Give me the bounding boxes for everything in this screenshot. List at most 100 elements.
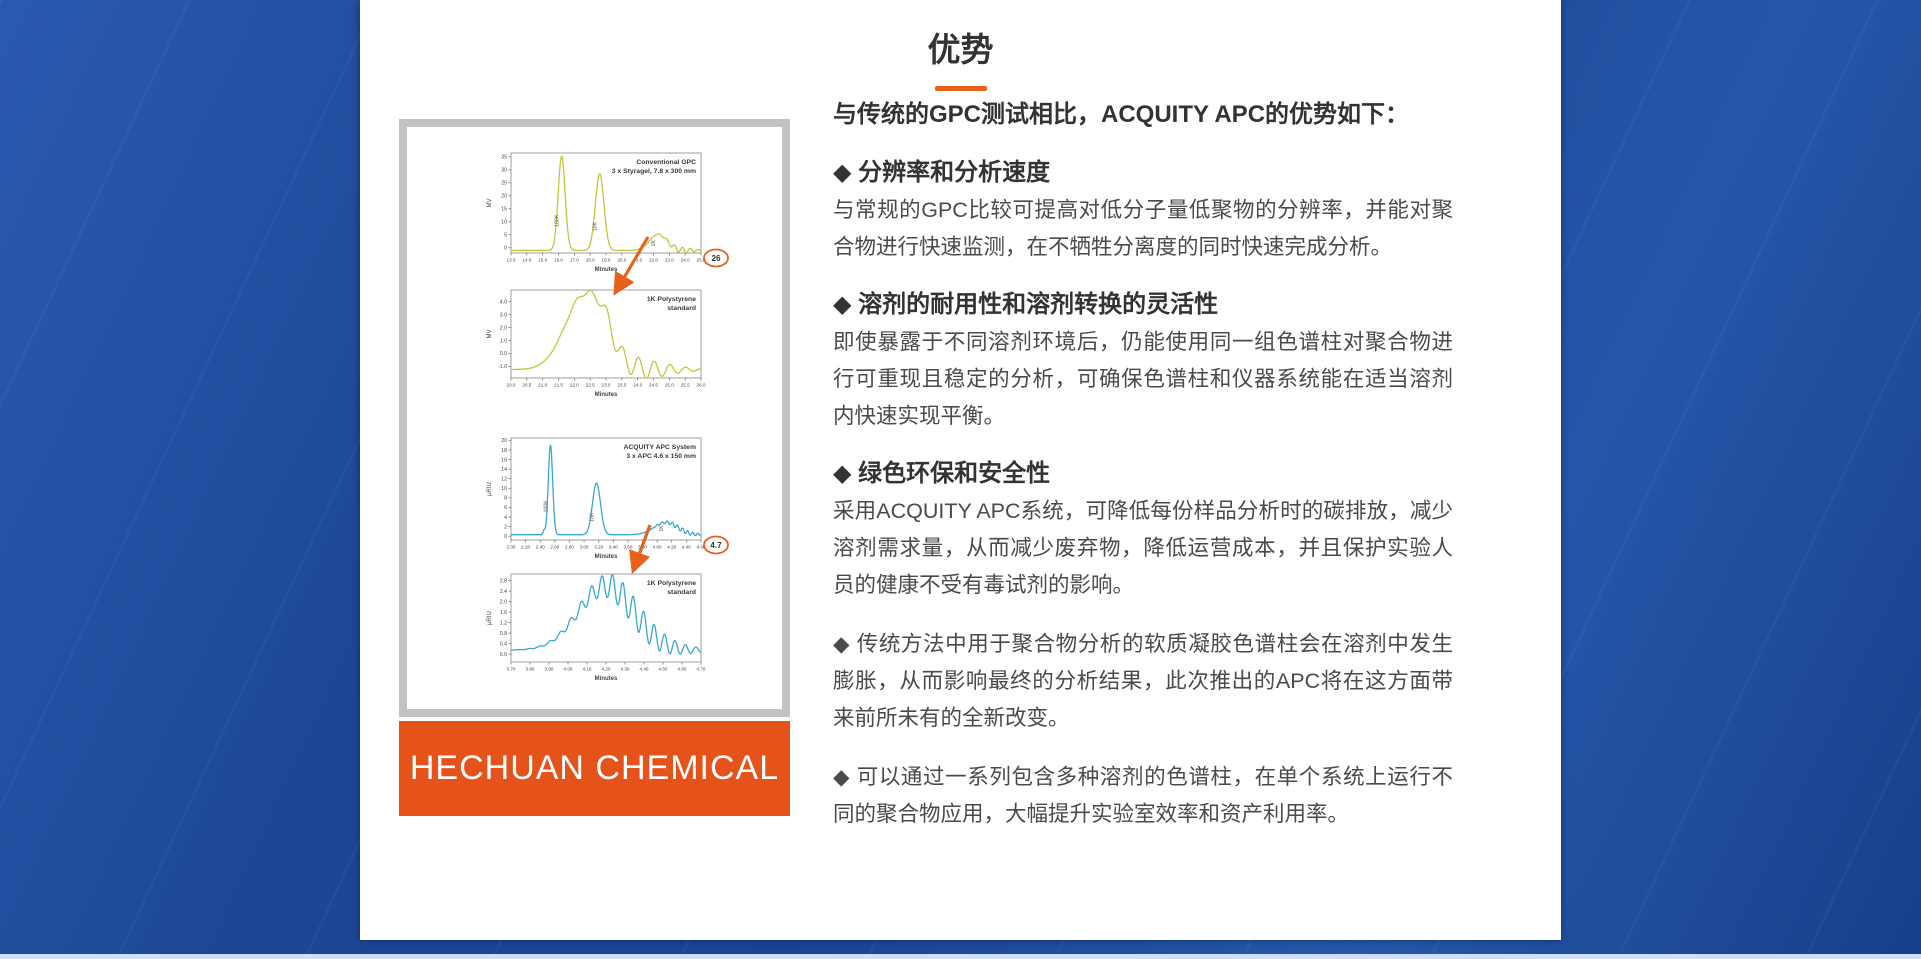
svg-text:2.80: 2.80 (565, 545, 574, 550)
svg-text:25.5: 25.5 (681, 383, 690, 388)
svg-text:1K: 1K (659, 525, 665, 532)
svg-text:100K: 100K (555, 214, 561, 227)
svg-text:3.80: 3.80 (638, 545, 647, 550)
svg-text:4.00: 4.00 (564, 667, 573, 672)
svg-text:18.0: 18.0 (586, 258, 595, 263)
section-paragraph: ◆ 传统方法中用于聚合物分析的软质凝胶色谱柱会在溶剂中发生膨胀，从而影响最终的分… (833, 632, 1453, 730)
svg-text:4.70: 4.70 (697, 667, 706, 672)
svg-text:4.10: 4.10 (583, 667, 592, 672)
svg-text:4.7: 4.7 (710, 541, 722, 550)
content-card: 优势 0 5 10 15 20 25 30 35 13.0 14.0 15.0 16.0 17.0 18.… (360, 0, 1561, 940)
svg-text:μRIU: μRIU (487, 611, 493, 625)
svg-text:3.80: 3.80 (526, 667, 535, 672)
svg-text:0.0: 0.0 (500, 652, 507, 658)
bottom-strip (0, 954, 1921, 959)
svg-text:10: 10 (501, 220, 507, 226)
svg-text:24.0: 24.0 (681, 258, 690, 263)
svg-text:Conventional GPC: Conventional GPC (636, 159, 696, 166)
svg-text:ACQUITY APC System: ACQUITY APC System (623, 444, 696, 451)
svg-text:30: 30 (501, 168, 507, 174)
svg-text:1K Polystyrene: 1K Polystyrene (647, 296, 696, 303)
section-heading: ◆ 溶剂的耐用性和溶剂转换的灵活性 (833, 291, 1219, 318)
chromatogram-figure: 0 5 10 15 20 25 30 35 13.0 14.0 15.0 16.0 17.0 18.0 19… (399, 119, 790, 717)
svg-text:MV: MV (487, 199, 493, 208)
svg-text:5: 5 (504, 233, 507, 239)
brand-banner: HECHUAN CHEMICAL (399, 721, 790, 816)
svg-text:21.0: 21.0 (538, 383, 547, 388)
svg-text:4.20: 4.20 (667, 545, 676, 550)
svg-text:2.40: 2.40 (536, 545, 545, 550)
svg-text:3.20: 3.20 (594, 545, 603, 550)
svg-text:2: 2 (504, 524, 507, 530)
svg-text:35: 35 (501, 155, 507, 161)
svg-text:μRIU: μRIU (487, 482, 493, 496)
svg-text:4.40: 4.40 (640, 667, 649, 672)
section-heading: ◆ 分辨率和分析速度 (833, 159, 1051, 186)
svg-text:0: 0 (504, 534, 507, 540)
svg-text:3 x APC 4.6 x 150 mm: 3 x APC 4.6 x 150 mm (626, 453, 696, 460)
svg-text:19.0: 19.0 (602, 258, 611, 263)
svg-text:23.0: 23.0 (602, 383, 611, 388)
svg-text:4.40: 4.40 (682, 545, 691, 550)
brand-banner-label: HECHUAN CHEMICAL (409, 749, 780, 787)
svg-text:24.0: 24.0 (633, 383, 642, 388)
svg-text:4.20: 4.20 (602, 667, 611, 672)
svg-text:16.0: 16.0 (554, 258, 563, 263)
svg-text:10K: 10K (593, 221, 599, 231)
svg-text:4.60: 4.60 (697, 545, 706, 550)
svg-text:3.40: 3.40 (609, 545, 618, 550)
svg-text:Minutes: Minutes (595, 392, 618, 398)
svg-text:21.0: 21.0 (633, 258, 642, 263)
svg-text:20: 20 (501, 438, 507, 444)
svg-text:25: 25 (501, 181, 507, 187)
svg-text:24.5: 24.5 (649, 383, 658, 388)
svg-text:13.0: 13.0 (507, 258, 516, 263)
svg-text:4: 4 (504, 515, 507, 521)
figure-block: 0 5 10 15 20 25 30 35 13.0 14.0 15.0 16.0 17.0 18.0 19… (399, 119, 790, 816)
svg-text:1.2: 1.2 (500, 620, 507, 626)
sections-container: ◆ 分辨率和分析速度与常规的GPC比较可提高对低分子量低聚物的分辨率，并能对聚合… (833, 154, 1453, 833)
svg-text:2.0: 2.0 (500, 599, 507, 605)
svg-text:22.0: 22.0 (649, 258, 658, 263)
svg-text:20.0: 20.0 (507, 383, 516, 388)
section-paragraph: 与常规的GPC比较可提高对低分子量低聚物的分辨率，并能对聚合物进行快速监测，在不… (833, 198, 1453, 259)
svg-text:4.0: 4.0 (500, 299, 507, 305)
run-time-callout-circle (703, 248, 729, 268)
chart-acquity-apc: 0 2 4 6 8 10 12 14 16 18 20 2.00 2.20 2.40 2.60 2.80 3.0… (487, 437, 729, 560)
svg-text:10: 10 (501, 486, 507, 492)
svg-text:0.8: 0.8 (500, 631, 507, 637)
svg-text:100K: 100K (543, 500, 549, 513)
svg-text:3.70: 3.70 (507, 667, 516, 672)
svg-text:3 x Styragel, 7.8 x 300 mm: 3 x Styragel, 7.8 x 300 mm (612, 168, 696, 175)
svg-text:1.6: 1.6 (500, 610, 507, 616)
svg-text:22.5: 22.5 (586, 383, 595, 388)
svg-text:21.5: 21.5 (554, 383, 563, 388)
svg-text:15: 15 (501, 207, 507, 213)
svg-text:0: 0 (504, 246, 507, 252)
svg-text:20: 20 (501, 194, 507, 200)
svg-text:1K Polystyrene: 1K Polystyrene (647, 580, 696, 587)
page-title: 优势 (927, 31, 994, 68)
svg-text:22.0: 22.0 (570, 383, 579, 388)
svg-text:3.0: 3.0 (500, 312, 507, 318)
title-underline (934, 86, 987, 91)
svg-text:standard: standard (667, 305, 696, 312)
section-paragraph: ◆ 可以通过一系列包含多种溶剂的色谱柱，在单个系统上运行不同的聚合物应用，大幅提… (833, 765, 1453, 826)
svg-text:standard: standard (667, 589, 696, 596)
svg-text:2.8: 2.8 (500, 578, 507, 584)
section-paragraph: 采用ACQUITY APC系统，可降低每份样品分析时的碳排放，减少溶剂需求量，从… (833, 499, 1453, 597)
svg-text:0.4: 0.4 (500, 641, 507, 647)
section-heading: ◆ 绿色环保和安全性 (833, 460, 1051, 487)
svg-text:Minutes: Minutes (595, 267, 618, 273)
svg-text:MV: MV (487, 330, 493, 339)
svg-text:2.00: 2.00 (507, 545, 516, 550)
svg-text:15.0: 15.0 (538, 258, 547, 263)
svg-text:4.00: 4.00 (653, 545, 662, 550)
svg-text:14: 14 (501, 467, 507, 473)
svg-text:2.20: 2.20 (521, 545, 530, 550)
chart-gpc-1k-polystyrene: -1.0 0.0 1.0 2.0 3.0 4.0 20.0 20.5 21.0 21.5 22.0 2… (487, 289, 706, 398)
svg-text:14.0: 14.0 (522, 258, 531, 263)
svg-text:2.4: 2.4 (500, 589, 507, 595)
svg-text:4.30: 4.30 (621, 667, 630, 672)
svg-text:20.0: 20.0 (617, 258, 626, 263)
